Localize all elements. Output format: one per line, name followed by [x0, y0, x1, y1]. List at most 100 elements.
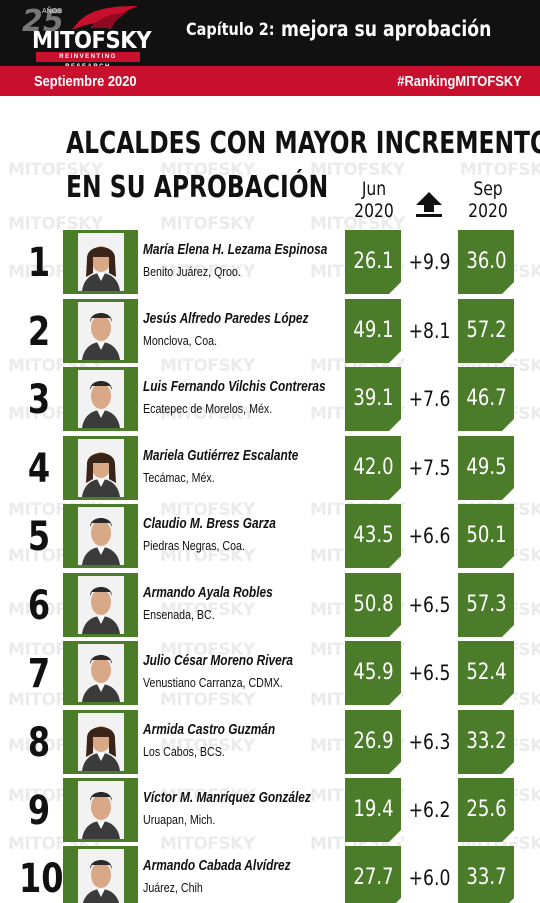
approval-increase: +7.5 [402, 436, 456, 500]
ranking-hashtag: #RankingMITOFSKY [397, 73, 522, 90]
approval-increase: +7.6 [402, 367, 456, 431]
approval-increase: +8.1 [402, 299, 456, 363]
rank-number: 4 [27, 446, 51, 492]
rank-number: 10 [19, 856, 64, 902]
approval-jun: 45.9 [345, 641, 401, 705]
chapter-label: Capítulo 2: [186, 20, 275, 40]
ranking-row: 7 Julio César Moreno Rivera Venustiano Car… [0, 641, 540, 707]
approval-jun: 26.1 [345, 230, 401, 294]
ranking-row: 10 Armando Cabada Alvídrez Juárez, Chih 27.… [0, 846, 540, 903]
approval-jun-value: 50.8 [352, 592, 394, 617]
mayor-name: Julio César Moreno Rivera [143, 653, 293, 669]
municipality: Venustiano Carranza, CDMX. [143, 675, 283, 690]
approval-increase-value: +7.5 [408, 456, 450, 480]
photo-frame [63, 573, 138, 637]
municipality: Uruapan, Mich. [143, 812, 216, 827]
title-line-2: EN SU APROBACIÓN [66, 170, 329, 205]
municipality: Benito Juárez, Qroo. [143, 264, 241, 279]
rank-number: 8 [27, 720, 51, 766]
ranking-row: 4 Mariela Gutiérrez Escalante Tecámac, Méx… [0, 436, 540, 502]
mayor-name: Víctor M. Manríquez González [143, 790, 311, 806]
municipality: Piedras Negras, Coa. [143, 538, 245, 553]
rank-number: 1 [27, 240, 51, 286]
man-portrait-icon [78, 781, 124, 839]
column-header-sep: Sep 2020 [458, 178, 518, 222]
woman-portrait-icon [78, 713, 124, 771]
logo-wing-icon [72, 6, 138, 30]
approval-jun-value: 42.0 [352, 455, 394, 480]
approval-jun-value: 26.1 [352, 249, 394, 274]
approval-jun-value: 27.7 [352, 865, 394, 890]
approval-sep: 33.2 [458, 710, 514, 774]
photo-frame [63, 367, 138, 431]
approval-sep: 57.3 [458, 573, 514, 637]
man-portrait-icon [78, 576, 124, 634]
approval-sep-value: 52.4 [465, 660, 507, 685]
column-sep-year: 2020 [468, 200, 508, 222]
approval-sep: 57.2 [458, 299, 514, 363]
approval-sep-value: 33.7 [465, 865, 507, 890]
approval-increase-value: +6.5 [408, 661, 450, 685]
approval-sep-value: 25.6 [465, 797, 507, 822]
man-portrait-icon [78, 849, 124, 903]
man-portrait-icon [78, 302, 124, 360]
woman-portrait-icon [78, 233, 124, 291]
approval-sep: 50.1 [458, 504, 514, 568]
approval-sep-value: 36.0 [465, 249, 507, 274]
approval-increase-value: +6.6 [408, 524, 450, 548]
rank-number: 5 [27, 514, 51, 560]
photo-frame [63, 230, 138, 294]
approval-jun: 42.0 [345, 436, 401, 500]
column-jun-year: 2020 [354, 200, 394, 222]
man-portrait-icon [78, 507, 124, 565]
mitofsky-logo: 25 AÑOS MITOFSKY REINVENTING RESEARCH [22, 4, 162, 70]
rank-number: 3 [27, 377, 51, 423]
municipality: Los Cabos, BCS. [143, 744, 225, 759]
logo-anos-label: AÑOS [42, 8, 62, 15]
date-bar: Septiembre 2020 #RankingMITOFSKY [0, 66, 540, 96]
header-bar: 25 AÑOS MITOFSKY REINVENTING RESEARCH Ca… [0, 0, 540, 70]
approval-jun: 50.8 [345, 573, 401, 637]
approval-jun: 43.5 [345, 504, 401, 568]
approval-sep-value: 57.2 [465, 318, 507, 343]
column-header-jun: Jun 2020 [344, 178, 404, 222]
approval-jun: 19.4 [345, 778, 401, 842]
logo-anniversary-number: 25 [22, 4, 64, 39]
approval-sep-value: 50.1 [465, 523, 507, 548]
ranking-row: 2 Jesús Alfredo Paredes López Monclova, Co… [0, 299, 540, 365]
approval-increase: +6.0 [402, 846, 456, 903]
ranking-row: 6 Armando Ayala Robles Ensenada, BC. 50.8 +6… [0, 573, 540, 639]
rank-number: 6 [27, 583, 51, 629]
mayor-name: Armando Cabada Alvídrez [143, 858, 291, 874]
approval-sep-value: 57.3 [465, 592, 507, 617]
approval-jun: 27.7 [345, 846, 401, 903]
approval-jun-value: 39.1 [352, 386, 394, 411]
approval-sep: 46.7 [458, 367, 514, 431]
approval-increase-value: +7.6 [408, 387, 450, 411]
title-line-1: ALCALDES CON MAYOR INCREMENTO [66, 126, 540, 161]
ranking-row: 9 Víctor M. Manríquez González Uruapan, Mi… [0, 778, 540, 844]
approval-increase: +6.5 [402, 641, 456, 705]
chapter-heading: Capítulo 2: mejora su aprobación [186, 17, 491, 41]
mayor-name: María Elena H. Lezama Espinosa [143, 242, 328, 258]
ranking-row: 1 María Elena H. Lezama Espinosa Benito Ju… [0, 230, 540, 296]
approval-increase: +6.2 [402, 778, 456, 842]
photo-frame [63, 299, 138, 363]
approval-increase-value: +8.1 [408, 319, 450, 343]
column-sep-month: Sep [473, 178, 503, 200]
mayor-name: Jesús Alfredo Paredes López [143, 311, 309, 327]
approval-increase-value: +9.9 [408, 250, 450, 274]
photo-frame [63, 846, 138, 903]
approval-increase: +6.5 [402, 573, 456, 637]
page-title: ALCALDES CON MAYOR INCREMENTO EN SU APRO… [66, 122, 540, 210]
photo-frame [63, 641, 138, 705]
publication-date: Septiembre 2020 [34, 73, 137, 90]
logo-tagline: REINVENTING RESEARCH [36, 52, 140, 70]
approval-increase-value: +6.3 [408, 730, 450, 754]
mayor-name: Mariela Gutiérrez Escalante [143, 448, 299, 464]
approval-jun-value: 43.5 [352, 523, 394, 548]
man-portrait-icon [78, 644, 124, 702]
mayor-name: Armida Castro Guzmán [143, 722, 276, 738]
approval-jun: 26.9 [345, 710, 401, 774]
mayor-name: Armando Ayala Robles [143, 585, 273, 601]
